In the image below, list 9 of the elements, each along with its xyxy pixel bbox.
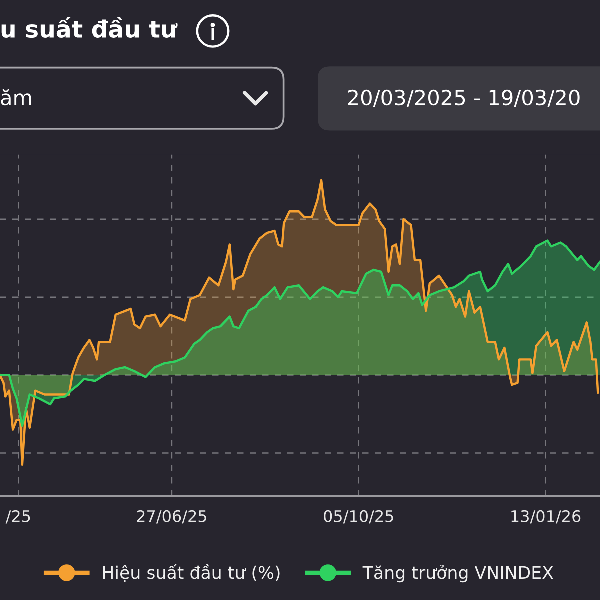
text: ăm	[1, 89, 32, 106]
x-tick-label: 05/10/25	[324, 510, 394, 524]
x-tick-label: 27/06/25	[137, 510, 206, 524]
legend-label: Hiệu suất đầu tư (%)	[103, 564, 280, 582]
chart-title: u suất đầu tư	[2, 17, 178, 38]
text: 20/03/2025 - 19/03/20	[348, 90, 580, 108]
legend-label: Tăng trưởng VNINDEX	[362, 564, 554, 583]
x-tick-label: 13/01/26	[512, 510, 581, 524]
x-tick-label: /25	[6, 510, 30, 524]
